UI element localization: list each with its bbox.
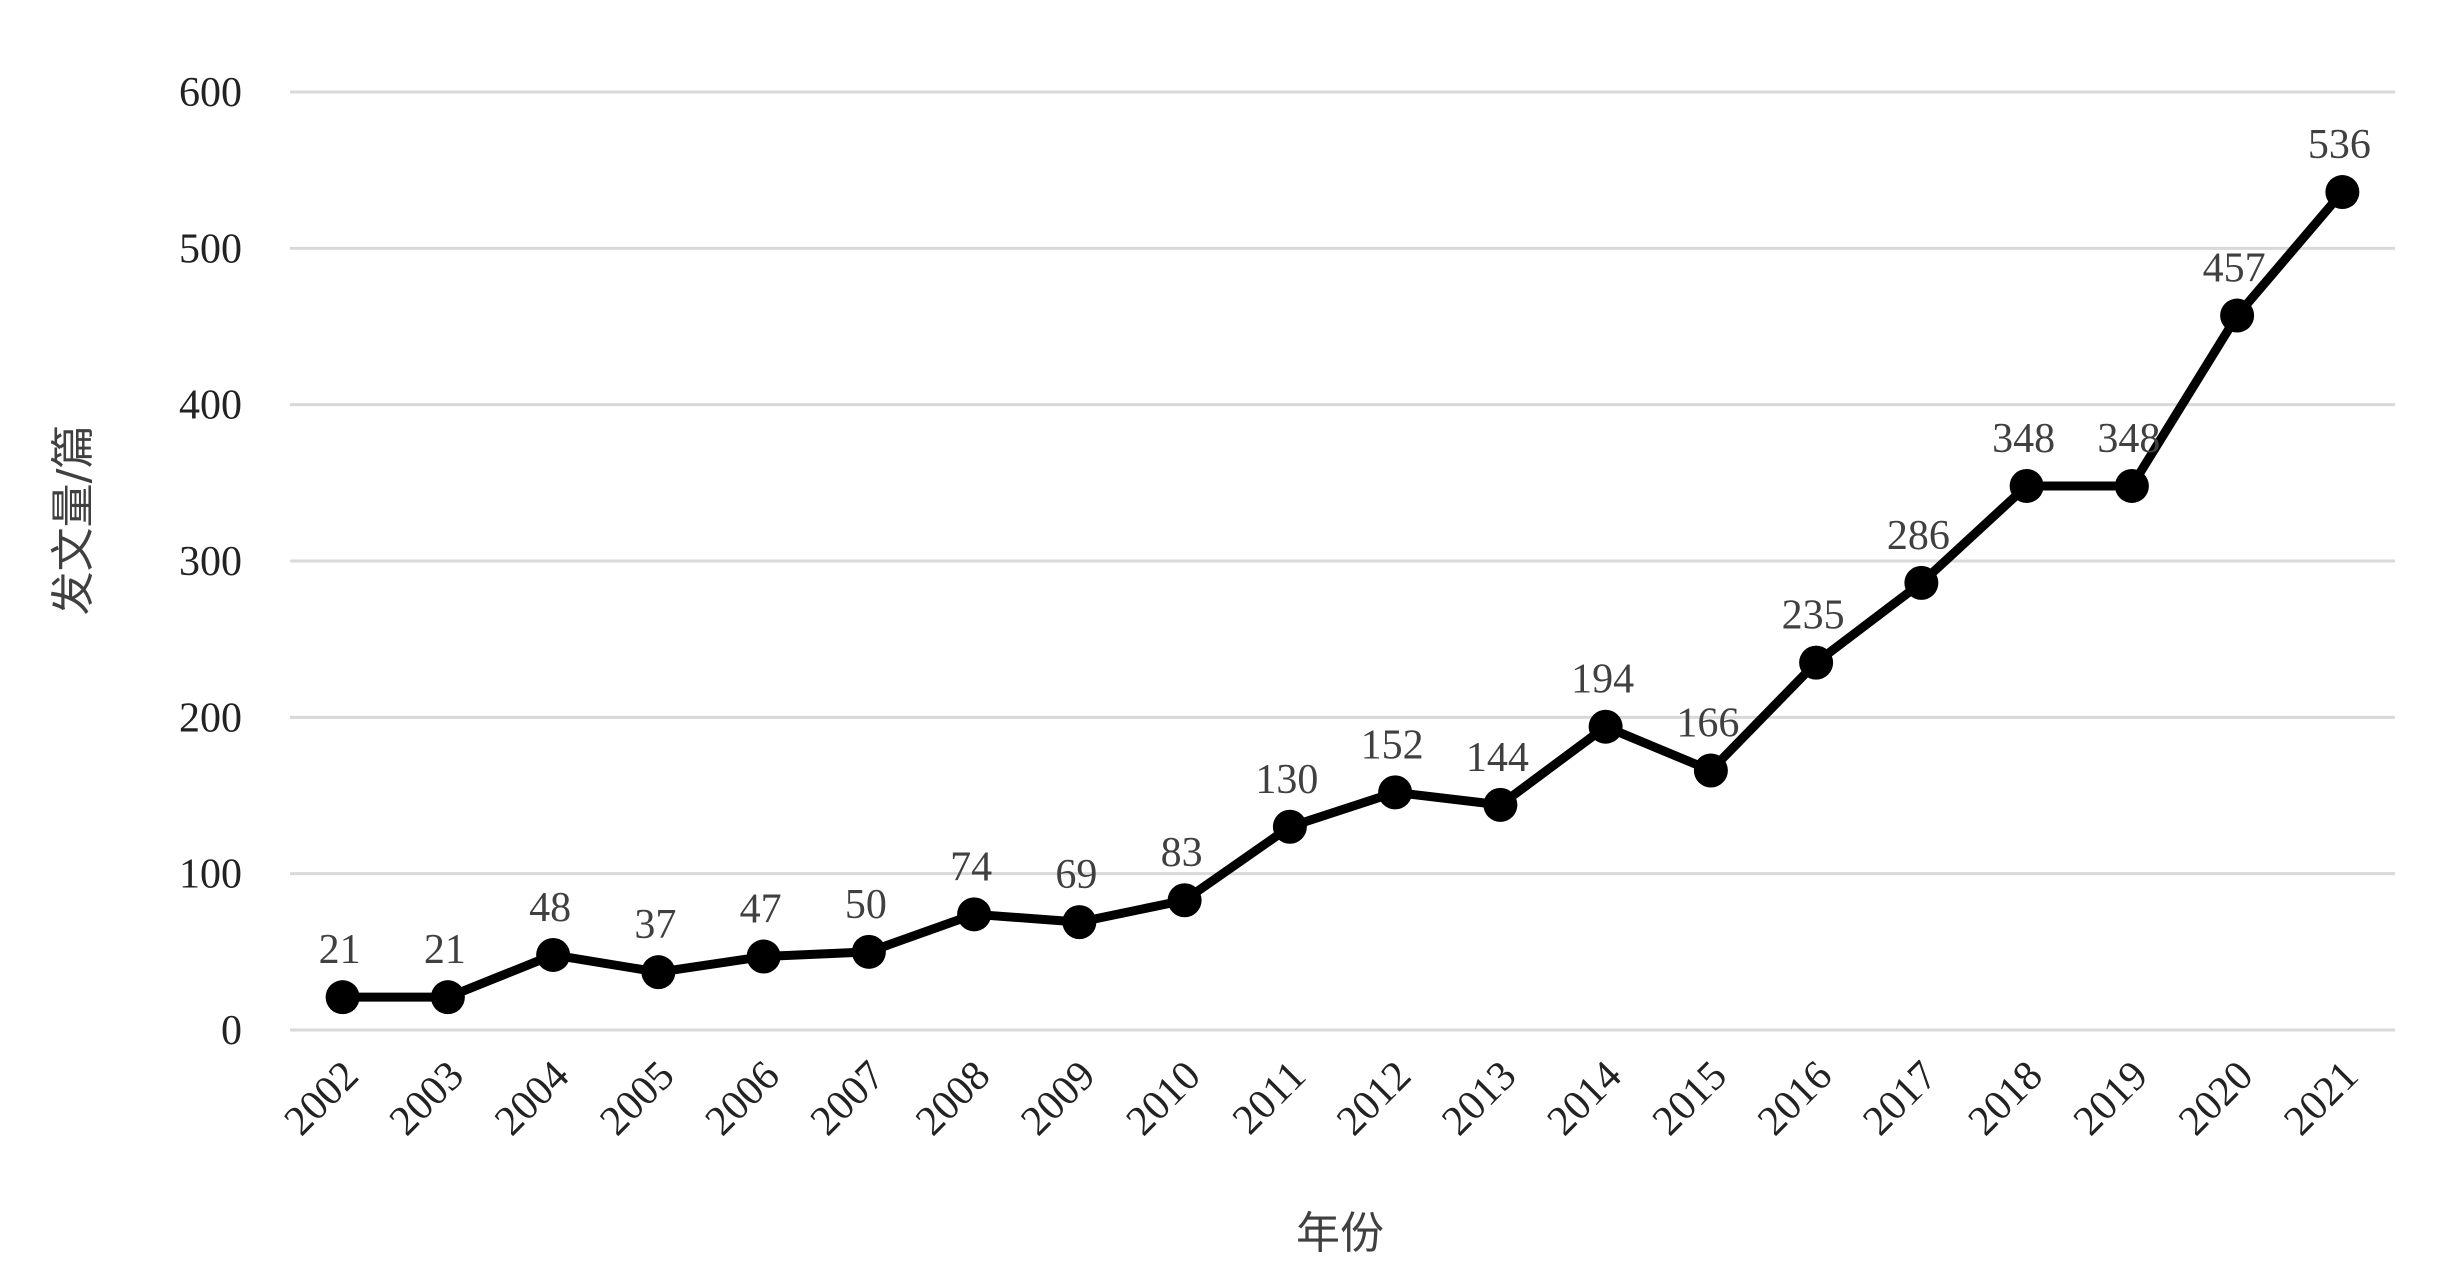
x-tick-label: 2008 — [907, 1053, 999, 1145]
y-tick-label: 600 — [179, 70, 242, 116]
data-label: 21 — [319, 927, 361, 973]
data-point — [1378, 775, 1413, 810]
gridlines — [290, 90, 2395, 1032]
x-tick-label: 2009 — [1013, 1053, 1105, 1145]
data-point — [430, 980, 465, 1015]
x-tick-label: 2018 — [1960, 1053, 2052, 1145]
data-point — [1904, 565, 1939, 600]
data-label: 457 — [2203, 246, 2266, 292]
y-tick-label: 500 — [179, 226, 242, 272]
y-axis-ticks: 0 100 200 300 400 500 600 — [179, 70, 242, 1054]
x-tick-label: 2021 — [2276, 1053, 2368, 1145]
data-point — [957, 897, 992, 932]
data-label: 47 — [740, 887, 782, 933]
data-point — [536, 937, 571, 972]
data-point — [2220, 298, 2255, 333]
series-line — [338, 187, 2347, 1002]
y-tick-label: 100 — [179, 852, 242, 898]
x-tick-label: 2012 — [1328, 1053, 1420, 1145]
data-label: 37 — [634, 902, 676, 948]
data-label: 286 — [1887, 513, 1950, 559]
x-tick-label: 2013 — [1434, 1053, 1526, 1145]
data-point — [1483, 787, 1518, 822]
data-point — [325, 980, 360, 1015]
data-label: 21 — [424, 927, 466, 973]
data-point — [1272, 809, 1307, 844]
x-axis-ticks: 2002 2003 2004 2005 2006 2007 2008 2009 2010 2011… — [276, 1053, 2368, 1145]
x-tick-label: 2004 — [486, 1053, 578, 1145]
data-label: 130 — [1255, 757, 1318, 803]
data-label: 235 — [1782, 593, 1845, 639]
x-tick-label: 2003 — [381, 1053, 473, 1145]
data-label: 194 — [1571, 657, 1634, 703]
x-axis-title: 年份 — [1296, 1208, 1384, 1259]
y-tick-label: 300 — [179, 539, 242, 585]
data-point — [746, 939, 781, 974]
x-tick-label: 2002 — [276, 1053, 368, 1145]
y-tick-label: 200 — [179, 695, 242, 741]
data-label: 74 — [950, 844, 992, 890]
x-tick-label: 2017 — [1855, 1053, 1947, 1145]
x-tick-label: 2020 — [2170, 1053, 2262, 1145]
x-tick-label: 2016 — [1749, 1053, 1841, 1145]
data-label: 69 — [1055, 852, 1097, 898]
series — [325, 175, 2360, 1015]
data-label: 348 — [2097, 416, 2160, 462]
data-label: 536 — [2308, 122, 2371, 168]
data-point — [1588, 709, 1623, 744]
data-point — [1799, 645, 1834, 680]
data-point — [2325, 175, 2360, 210]
x-tick-label: 2007 — [802, 1053, 894, 1145]
y-tick-label: 400 — [179, 383, 242, 429]
data-label: 48 — [529, 885, 571, 931]
x-tick-label: 2015 — [1644, 1053, 1736, 1145]
y-axis-title: 发文量/篇 — [48, 425, 99, 616]
data-labels: 21 21 48 37 47 50 74 69 83 130 152 144 194 166 235 286 3… — [319, 122, 2371, 973]
x-tick-label: 2010 — [1118, 1053, 1210, 1145]
data-point — [1693, 753, 1728, 788]
data-point — [851, 934, 886, 969]
y-tick-label: 0 — [221, 1008, 242, 1054]
x-tick-label: 2005 — [592, 1053, 684, 1145]
data-point — [641, 955, 676, 990]
data-point — [2009, 468, 2044, 503]
data-point — [1062, 905, 1097, 940]
data-label: 144 — [1466, 735, 1529, 781]
x-tick-label: 2011 — [1224, 1053, 1315, 1144]
x-tick-label: 2019 — [2065, 1053, 2157, 1145]
data-label: 348 — [1992, 416, 2055, 462]
data-label: 152 — [1361, 722, 1424, 768]
x-tick-label: 2006 — [697, 1053, 789, 1145]
data-label: 50 — [845, 882, 887, 928]
x-tick-label: 2014 — [1539, 1053, 1631, 1145]
data-label: 166 — [1676, 700, 1739, 746]
data-point — [2114, 468, 2149, 503]
data-label: 83 — [1161, 830, 1203, 876]
data-point — [1167, 883, 1202, 918]
